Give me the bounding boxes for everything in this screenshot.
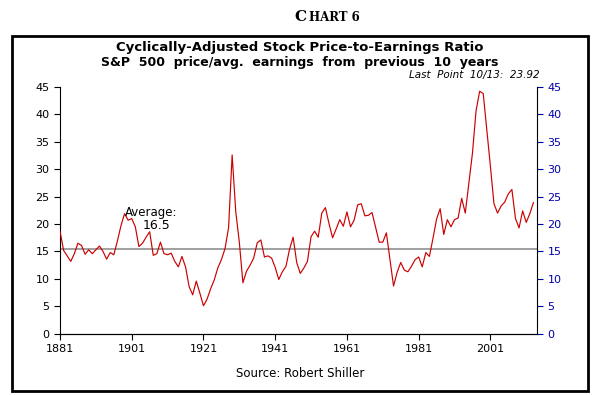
Text: Cyclically-Adjusted Stock Price-to-Earnings Ratio: Cyclically-Adjusted Stock Price-to-Earni… (116, 41, 484, 55)
Text: Source: Robert Shiller: Source: Robert Shiller (236, 367, 364, 380)
Text: 16.5: 16.5 (142, 219, 170, 232)
Text: Last  Point  10/13:  23.92: Last Point 10/13: 23.92 (409, 70, 540, 80)
Text: Average:: Average: (125, 205, 177, 218)
Text: S&P  500  price/avg.  earnings  from  previous  10  years: S&P 500 price/avg. earnings from previou… (101, 56, 499, 69)
Text: C: C (294, 10, 306, 24)
Text: HART 6: HART 6 (309, 11, 360, 24)
